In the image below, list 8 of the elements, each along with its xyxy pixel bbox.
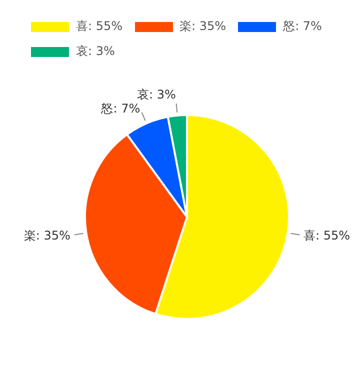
slice-label: 楽: 35% [24, 228, 70, 242]
legend-label: 哀: 3% [76, 43, 115, 60]
slice-label: 哀: 3% [136, 88, 176, 102]
legend-label: 怒: 7% [283, 18, 322, 35]
legend-label: 喜: 55% [76, 18, 123, 35]
slice-label: 怒: 7% [100, 102, 140, 116]
slice-label: 喜: 55% [304, 228, 350, 242]
legend-label: 楽: 35% [180, 18, 226, 35]
